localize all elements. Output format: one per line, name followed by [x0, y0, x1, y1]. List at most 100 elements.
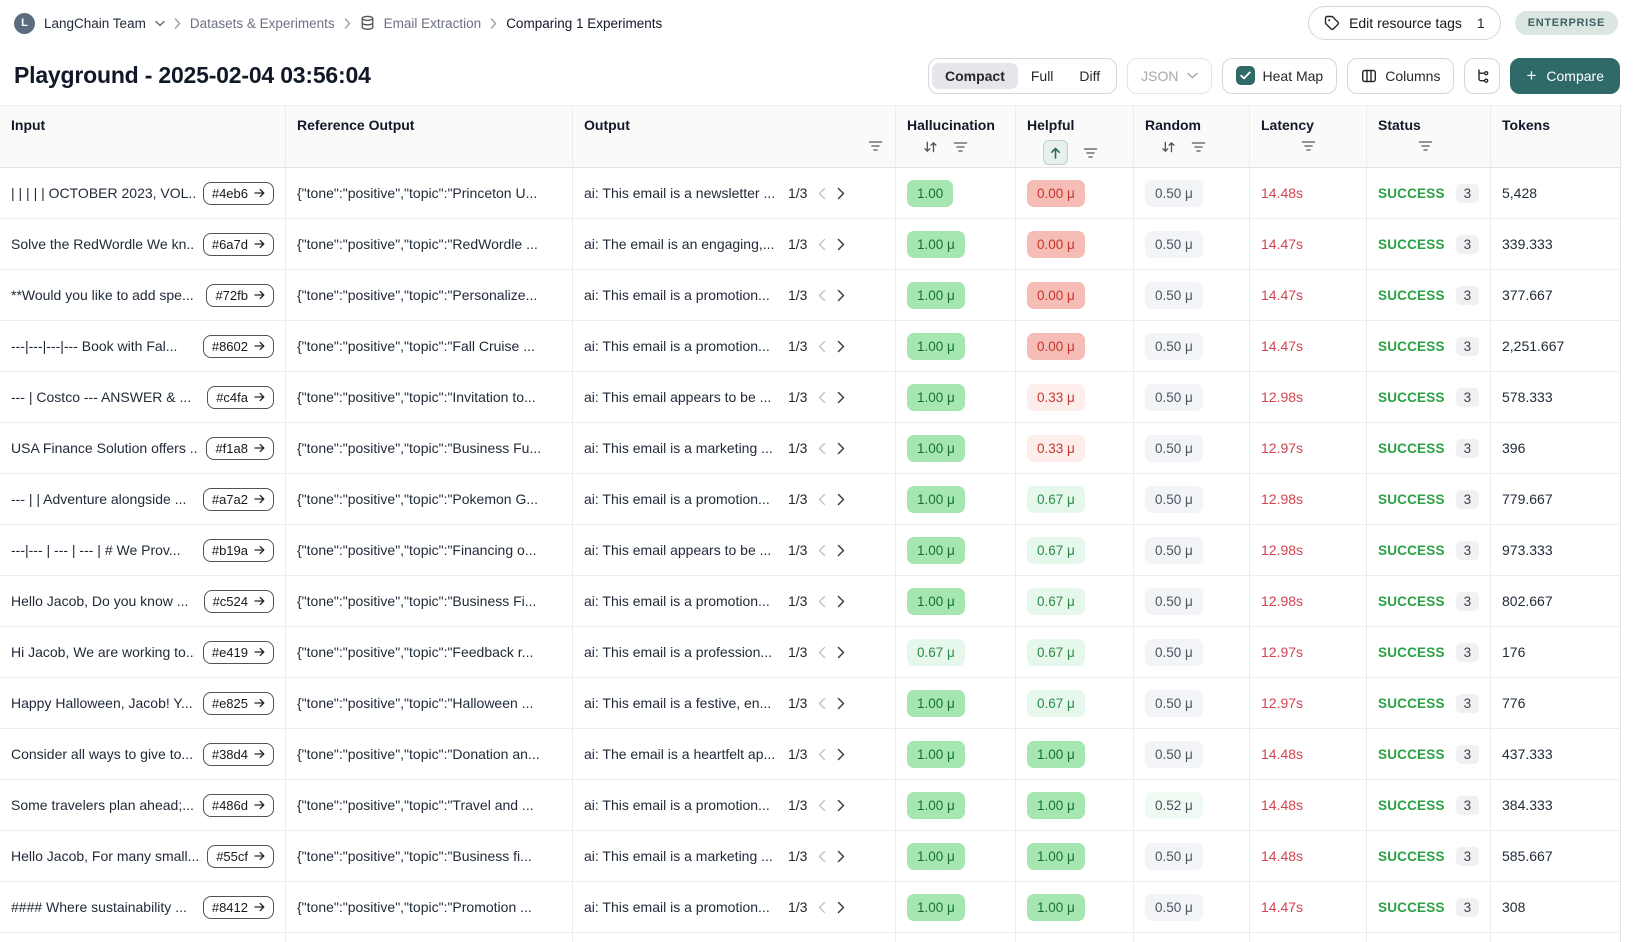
tree-view-button[interactable]: [1464, 57, 1501, 94]
chevron-left-icon[interactable]: [818, 646, 826, 659]
breadcrumb-current: Comparing 1 Experiments: [506, 15, 663, 31]
example-hash-link[interactable]: #4eb6: [202, 181, 274, 205]
chevron-left-icon[interactable]: [818, 238, 826, 251]
example-hash-link[interactable]: #e419: [202, 640, 274, 664]
tree-structure-icon: [1478, 69, 1489, 83]
table-row-partial[interactable]: [0, 933, 1620, 942]
sort-toggle-icon[interactable]: [923, 140, 938, 154]
chevron-left-icon[interactable]: [818, 901, 826, 914]
output-text: ai: This email is a festive, en...: [584, 695, 772, 711]
example-hash-link[interactable]: #f1a8: [206, 436, 274, 460]
edit-resource-tags-button[interactable]: Edit resource tags 1: [1308, 6, 1501, 40]
filter-icon[interactable]: [1418, 140, 1433, 152]
filter-icon[interactable]: [953, 141, 968, 153]
view-mode-full[interactable]: Full: [1030, 67, 1054, 84]
random-cell: 0.50 μ: [1133, 882, 1249, 932]
chevron-right-icon[interactable]: [837, 289, 845, 302]
table-row[interactable]: ---|--- | --- | --- | # We Prov... #b19a…: [0, 525, 1620, 576]
team-name[interactable]: LangChain Team: [44, 15, 146, 31]
filter-icon[interactable]: [868, 140, 883, 152]
compare-button[interactable]: + Compare: [1510, 57, 1620, 94]
chevron-right-icon[interactable]: [837, 697, 845, 710]
chevron-left-icon[interactable]: [818, 544, 826, 557]
example-hash-link[interactable]: #8602: [202, 334, 274, 358]
table-row[interactable]: #### Where sustainability ... #8412 {"to…: [0, 882, 1620, 933]
example-hash-link[interactable]: #72fb: [206, 283, 274, 307]
view-mode-diff[interactable]: Diff: [1079, 67, 1101, 84]
table-row[interactable]: Hello Jacob, For many small... #55cf {"t…: [0, 831, 1620, 882]
table-row[interactable]: ---|---|---|--- Book with Fal... #8602 {…: [0, 321, 1620, 372]
chevron-right-icon[interactable]: [837, 493, 845, 506]
example-hash-link[interactable]: #a7a2: [202, 487, 274, 511]
example-hash-link[interactable]: #c524: [203, 589, 274, 613]
chevron-right-icon[interactable]: [837, 187, 845, 200]
chevron-right-icon[interactable]: [837, 391, 845, 404]
table-row[interactable]: --- | | Adventure alongside ... #a7a2 {"…: [0, 474, 1620, 525]
chevron-right-icon[interactable]: [837, 340, 845, 353]
example-hash: #c524: [212, 593, 248, 609]
output-pager: 1/3: [788, 440, 845, 456]
chevron-left-icon[interactable]: [818, 442, 826, 455]
column-header: Output: [572, 106, 895, 167]
chevron-left-icon[interactable]: [818, 850, 826, 863]
example-hash-link[interactable]: #b19a: [202, 538, 274, 562]
chevron-right-icon[interactable]: [837, 748, 845, 761]
chevron-right-icon[interactable]: [837, 901, 845, 914]
filter-icon[interactable]: [1191, 141, 1206, 153]
view-mode-compact[interactable]: Compact: [931, 62, 1018, 89]
breadcrumb-datasets[interactable]: Datasets & Experiments: [189, 15, 335, 31]
chevron-right-icon[interactable]: [837, 238, 845, 251]
example-hash-link[interactable]: #55cf: [207, 844, 274, 868]
chevron-down-icon[interactable]: [155, 20, 165, 27]
table-row[interactable]: | | | | | OCTOBER 2023, VOL... #4eb6 {"t…: [0, 168, 1620, 219]
example-hash-link[interactable]: #c4fa: [207, 385, 274, 409]
chevron-left-icon[interactable]: [818, 493, 826, 506]
heat-map-checkbox[interactable]: [1235, 66, 1255, 85]
chevron-left-icon[interactable]: [818, 595, 826, 608]
example-hash-link[interactable]: #486d: [202, 793, 274, 817]
chevron-right-icon[interactable]: [837, 544, 845, 557]
random-score-badge: 0.50 μ: [1145, 434, 1203, 462]
json-dropdown-label: JSON: [1141, 67, 1179, 84]
filter-icon[interactable]: [1083, 147, 1098, 159]
team-avatar[interactable]: L: [14, 12, 35, 34]
table-row[interactable]: Hello Jacob, Do you know ... #c524 {"ton…: [0, 576, 1620, 627]
example-hash-link[interactable]: #38d4: [202, 742, 274, 766]
table-row[interactable]: Hi Jacob, We are working to... #e419 {"t…: [0, 627, 1620, 678]
chevron-left-icon[interactable]: [818, 289, 826, 302]
example-hash-link[interactable]: #e825: [202, 691, 274, 715]
chevron-left-icon[interactable]: [818, 340, 826, 353]
table-row[interactable]: Consider all ways to give to... #38d4 {"…: [0, 729, 1620, 780]
example-hash-link[interactable]: #6a7d: [202, 232, 274, 256]
status-count-badge: 3: [1455, 795, 1480, 815]
chevron-right-icon[interactable]: [837, 595, 845, 608]
chevron-right-icon[interactable]: [837, 646, 845, 659]
table-row[interactable]: Happy Halloween, Jacob! Y... #e825 {"ton…: [0, 678, 1620, 729]
filter-icon[interactable]: [1301, 140, 1316, 152]
table-row[interactable]: Some travelers plan ahead;... #486d {"to…: [0, 780, 1620, 831]
table-row[interactable]: Solve the RedWordle We kn... #6a7d {"ton…: [0, 219, 1620, 270]
columns-button[interactable]: Columns: [1347, 57, 1455, 94]
chevron-left-icon[interactable]: [818, 748, 826, 761]
chevron-left-icon[interactable]: [818, 799, 826, 812]
latency-cell: 12.97s: [1249, 678, 1366, 728]
chevron-right-icon[interactable]: [837, 442, 845, 455]
chevron-right-icon[interactable]: [837, 850, 845, 863]
status-cell: SUCCESS 3: [1366, 678, 1490, 728]
json-format-dropdown[interactable]: JSON: [1127, 57, 1212, 94]
status-success-label: SUCCESS: [1378, 899, 1445, 915]
example-hash-link[interactable]: #8412: [202, 895, 274, 919]
sort-ascending-active-icon[interactable]: [1043, 140, 1068, 165]
chevron-left-icon[interactable]: [818, 697, 826, 710]
chevron-left-icon[interactable]: [818, 391, 826, 404]
chevron-left-icon[interactable]: [818, 187, 826, 200]
chevron-right-icon[interactable]: [837, 799, 845, 812]
helpful-score-badge: 1.00 μ: [1027, 893, 1085, 921]
breadcrumb-dataset-name[interactable]: Email Extraction: [383, 15, 482, 31]
heat-map-toggle[interactable]: Heat Map: [1221, 57, 1338, 94]
reference-output-text: {"tone":"positive","topic":"Travel and .…: [297, 797, 534, 813]
table-row[interactable]: **Would you like to add spe... #72fb {"t…: [0, 270, 1620, 321]
table-row[interactable]: --- | Costco --- ANSWER & ... #c4fa {"to…: [0, 372, 1620, 423]
table-row[interactable]: USA Finance Solution offers ... #f1a8 {"…: [0, 423, 1620, 474]
sort-toggle-icon[interactable]: [1161, 140, 1176, 154]
